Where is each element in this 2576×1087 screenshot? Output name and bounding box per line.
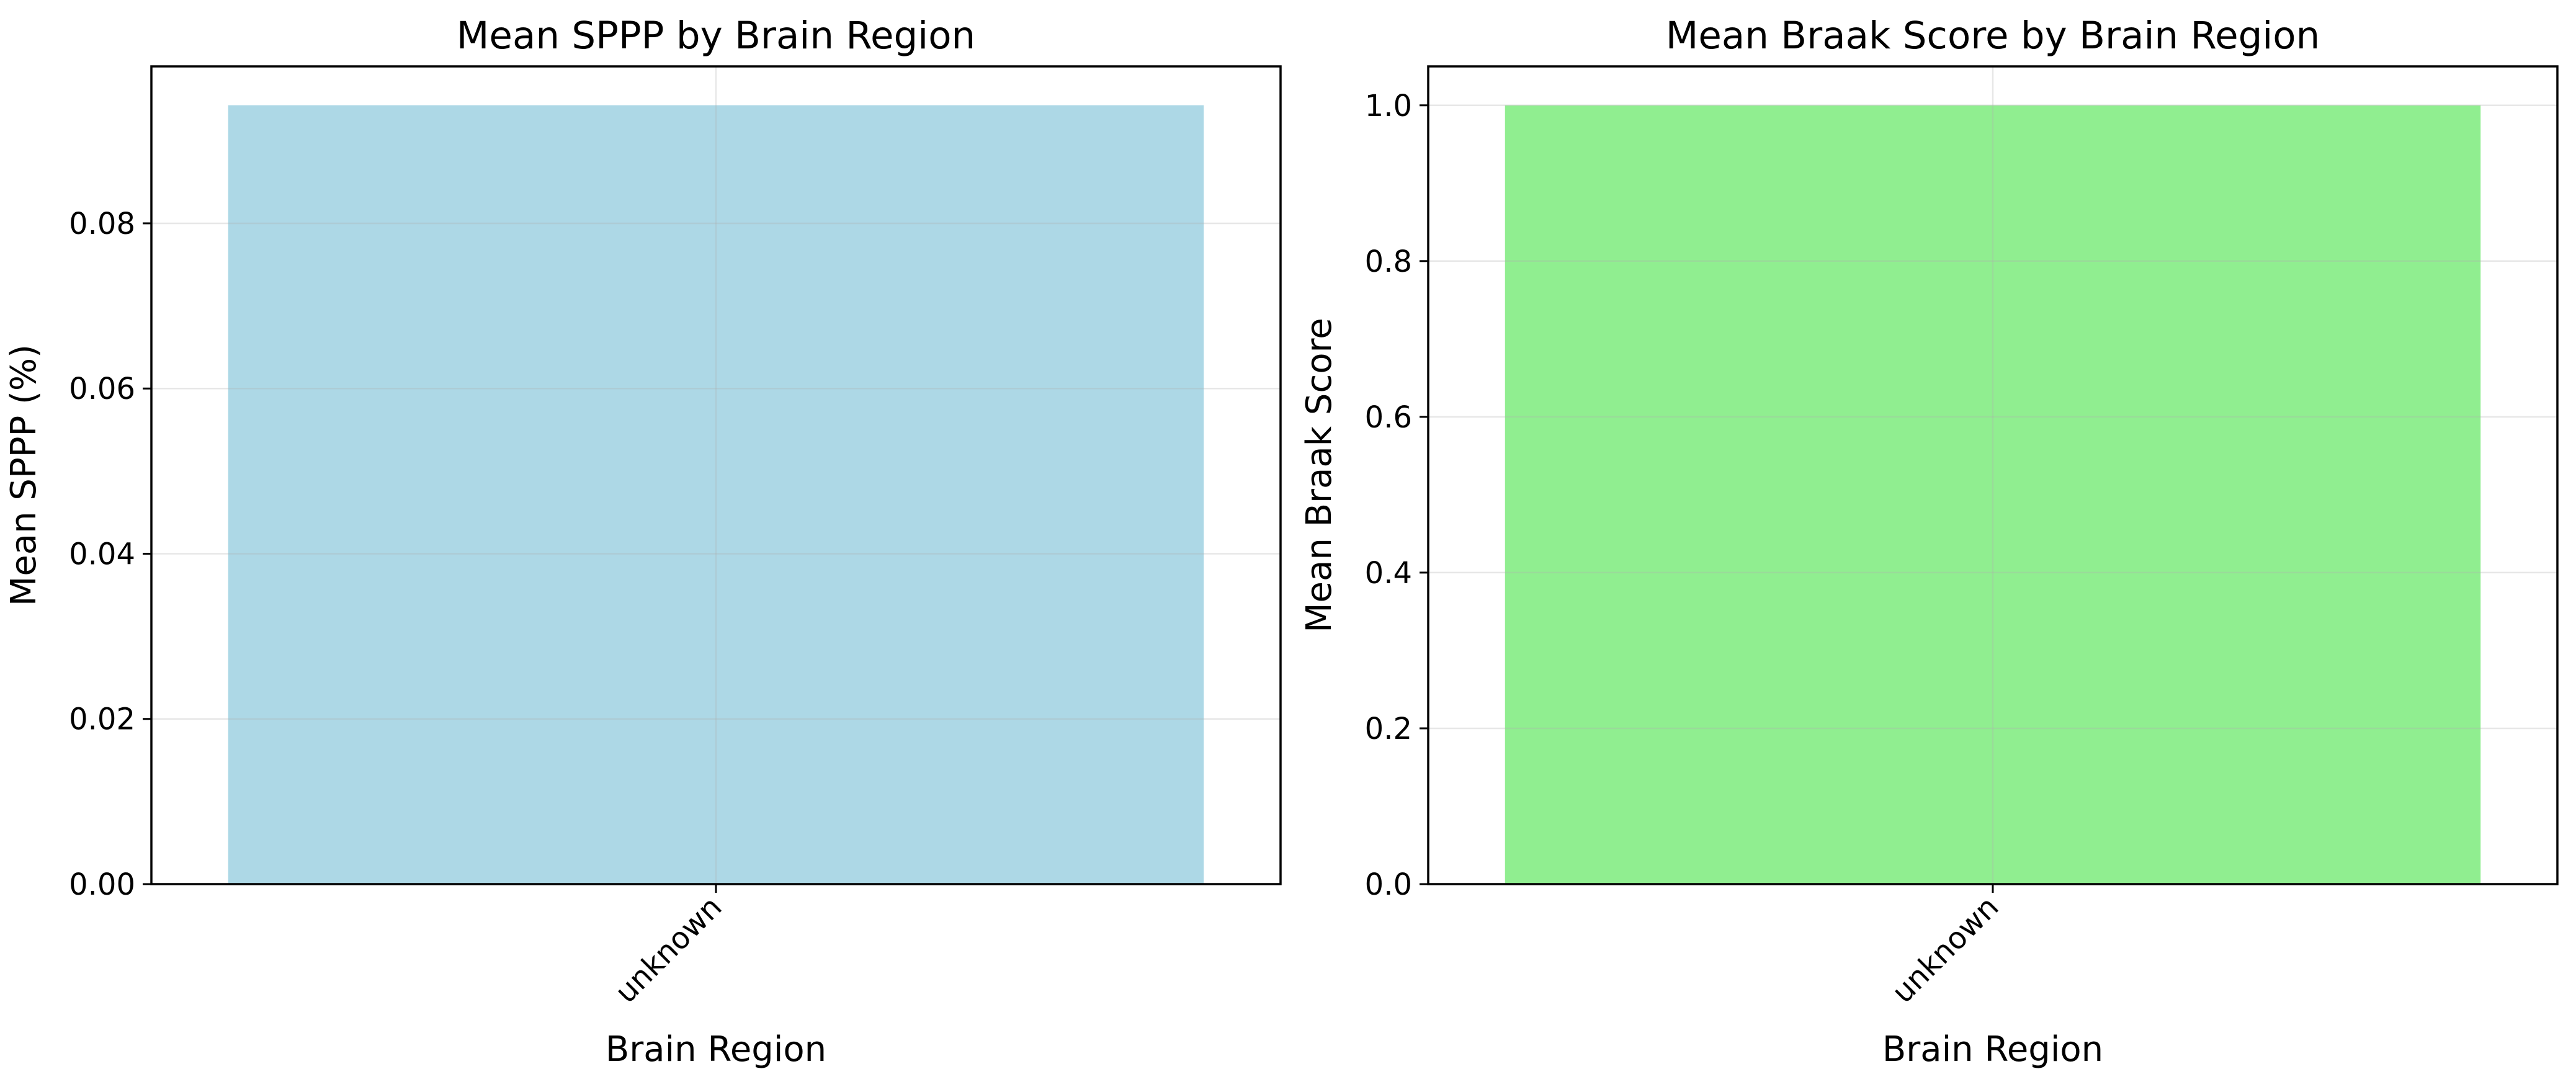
- x-tick-label: unknown: [1885, 890, 2006, 1010]
- y-tick-label: 0.4: [1365, 556, 1412, 591]
- x-tick-label: unknown: [609, 890, 729, 1010]
- chart-title: Mean SPPP by Brain Region: [457, 14, 975, 58]
- y-tick-label: 0.8: [1365, 244, 1412, 279]
- bar-unknown: [228, 105, 1204, 884]
- bar-unknown: [1505, 105, 2481, 884]
- y-axis-label: Mean SPPP (%): [4, 344, 44, 606]
- y-tick-label: 0.06: [69, 372, 135, 406]
- y-tick-label: 0.02: [69, 702, 135, 737]
- chart-panel-sppp: 0.00 0.02 0.04 0.06 0.08 unknown Mean SPPP by …: [4, 14, 1282, 1070]
- y-tick-label: 0.00: [69, 867, 135, 902]
- y-tick-label: 1.0: [1365, 89, 1412, 123]
- x-axis-label: Brain Region: [606, 1029, 826, 1070]
- y-tick-label: 0.08: [69, 207, 135, 241]
- chart-title: Mean Braak Score by Brain Region: [1666, 14, 2320, 58]
- y-axis-label: Mean Braak Score: [1299, 318, 1339, 633]
- y-tick-label: 0.2: [1365, 712, 1412, 746]
- chart-panel-braak: 0.0 0.2 0.4 0.6 0.8 1.0 unknown Mean Braak Scor…: [1299, 14, 2559, 1070]
- y-tick-label: 0.04: [69, 537, 135, 571]
- x-axis-label: Brain Region: [1882, 1029, 2103, 1070]
- y-tick-label: 0.6: [1365, 400, 1412, 435]
- y-tick-label: 0.0: [1365, 867, 1412, 902]
